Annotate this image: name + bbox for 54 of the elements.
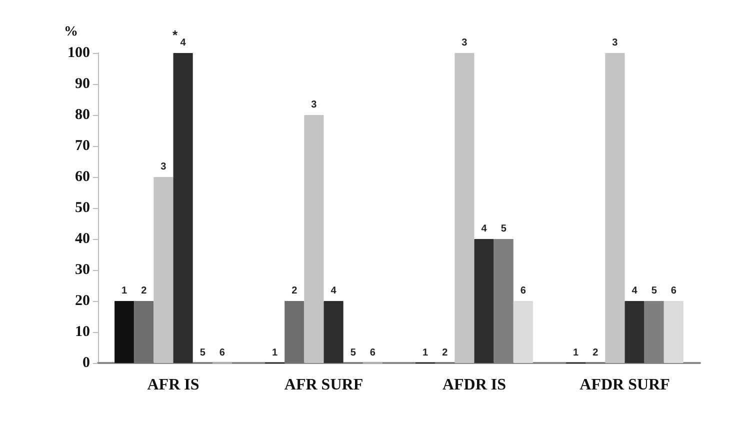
text: 6 bbox=[670, 286, 676, 296]
bar bbox=[173, 53, 193, 363]
bar bbox=[624, 301, 644, 363]
text: 5 bbox=[350, 347, 356, 358]
text: 2 bbox=[592, 347, 598, 358]
text: 3 bbox=[462, 38, 468, 48]
text: 3 bbox=[612, 38, 618, 48]
y-tick-label: 50 bbox=[75, 200, 90, 216]
series-label: 5 bbox=[200, 347, 206, 358]
series-label: 4 bbox=[180, 38, 186, 48]
y-tick-label: 80 bbox=[75, 107, 90, 123]
text: 4 bbox=[481, 224, 487, 234]
bar bbox=[605, 53, 625, 363]
y-tick-label: 0 bbox=[82, 355, 90, 371]
bar bbox=[284, 301, 304, 363]
y-tick-label: 40 bbox=[75, 231, 90, 247]
annotation: * bbox=[172, 28, 178, 42]
bar bbox=[474, 239, 494, 363]
y-tick-label: 90 bbox=[75, 76, 90, 92]
y-tick-label: 30 bbox=[75, 262, 90, 278]
text: 2 bbox=[292, 286, 298, 296]
text: 3 bbox=[311, 100, 317, 110]
series-label: 3 bbox=[160, 162, 167, 172]
series-label: 1 bbox=[122, 286, 128, 296]
bar bbox=[664, 301, 684, 363]
y-axis-title: % bbox=[64, 24, 78, 40]
bar bbox=[304, 115, 324, 363]
bar bbox=[324, 301, 344, 363]
y-tick-label: 20 bbox=[75, 293, 90, 309]
bar bbox=[513, 301, 533, 363]
bar bbox=[154, 177, 174, 363]
y-tick-label: 70 bbox=[75, 138, 90, 154]
series-label: 6 bbox=[219, 347, 226, 358]
bar bbox=[134, 301, 154, 363]
y-tick-label: 60 bbox=[75, 169, 90, 185]
text: 6 bbox=[520, 286, 526, 296]
y-tick-label: 100 bbox=[68, 45, 90, 61]
text: 5 bbox=[651, 286, 657, 296]
text: 1 bbox=[573, 347, 579, 358]
text: 1 bbox=[272, 347, 278, 358]
text: 5 bbox=[500, 224, 506, 234]
y-tick-label: 10 bbox=[75, 324, 90, 340]
x-tick-label: AFR SURF bbox=[284, 376, 364, 394]
text: 4 bbox=[632, 286, 638, 296]
x-tick-label: AFDR IS bbox=[442, 376, 506, 394]
x-tick-label: AFR IS bbox=[147, 376, 200, 394]
text: 1 bbox=[422, 347, 428, 358]
x-tick-label: AFDR SURF bbox=[580, 376, 670, 394]
series-label: 2 bbox=[141, 286, 148, 296]
bar bbox=[454, 53, 474, 363]
bar bbox=[114, 301, 134, 363]
text: 2 bbox=[442, 347, 448, 358]
text: 4 bbox=[330, 286, 336, 296]
text: 6 bbox=[370, 347, 376, 358]
